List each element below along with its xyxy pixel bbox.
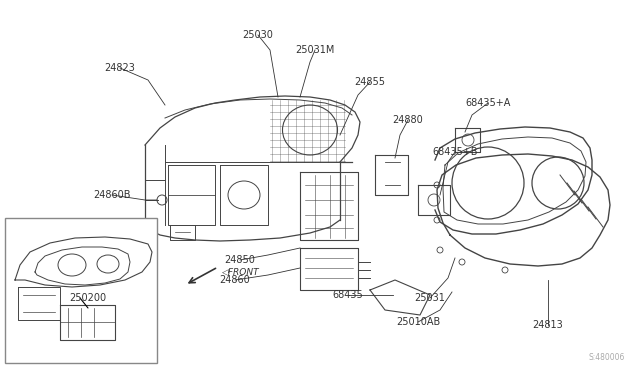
- Text: 25010AB: 25010AB: [396, 317, 440, 327]
- Text: 24813: 24813: [532, 320, 563, 330]
- Text: 24850: 24850: [225, 255, 255, 265]
- Text: 24823: 24823: [104, 63, 136, 73]
- Text: 25031M: 25031M: [295, 45, 335, 55]
- Text: 24855: 24855: [355, 77, 385, 87]
- Text: 24880: 24880: [392, 115, 424, 125]
- Text: 250200: 250200: [69, 293, 107, 303]
- Text: S:480006: S:480006: [589, 353, 625, 362]
- Text: ◁FRONT: ◁FRONT: [222, 267, 260, 276]
- Text: 25030: 25030: [243, 30, 273, 40]
- Text: 24860: 24860: [220, 275, 250, 285]
- Text: 24860B: 24860B: [93, 190, 131, 200]
- Bar: [5, 218, 157, 363]
- Text: 68435+B: 68435+B: [432, 147, 477, 157]
- Text: 68435+A: 68435+A: [465, 98, 511, 108]
- Text: 68435: 68435: [333, 290, 364, 300]
- Text: 25031: 25031: [415, 293, 445, 303]
